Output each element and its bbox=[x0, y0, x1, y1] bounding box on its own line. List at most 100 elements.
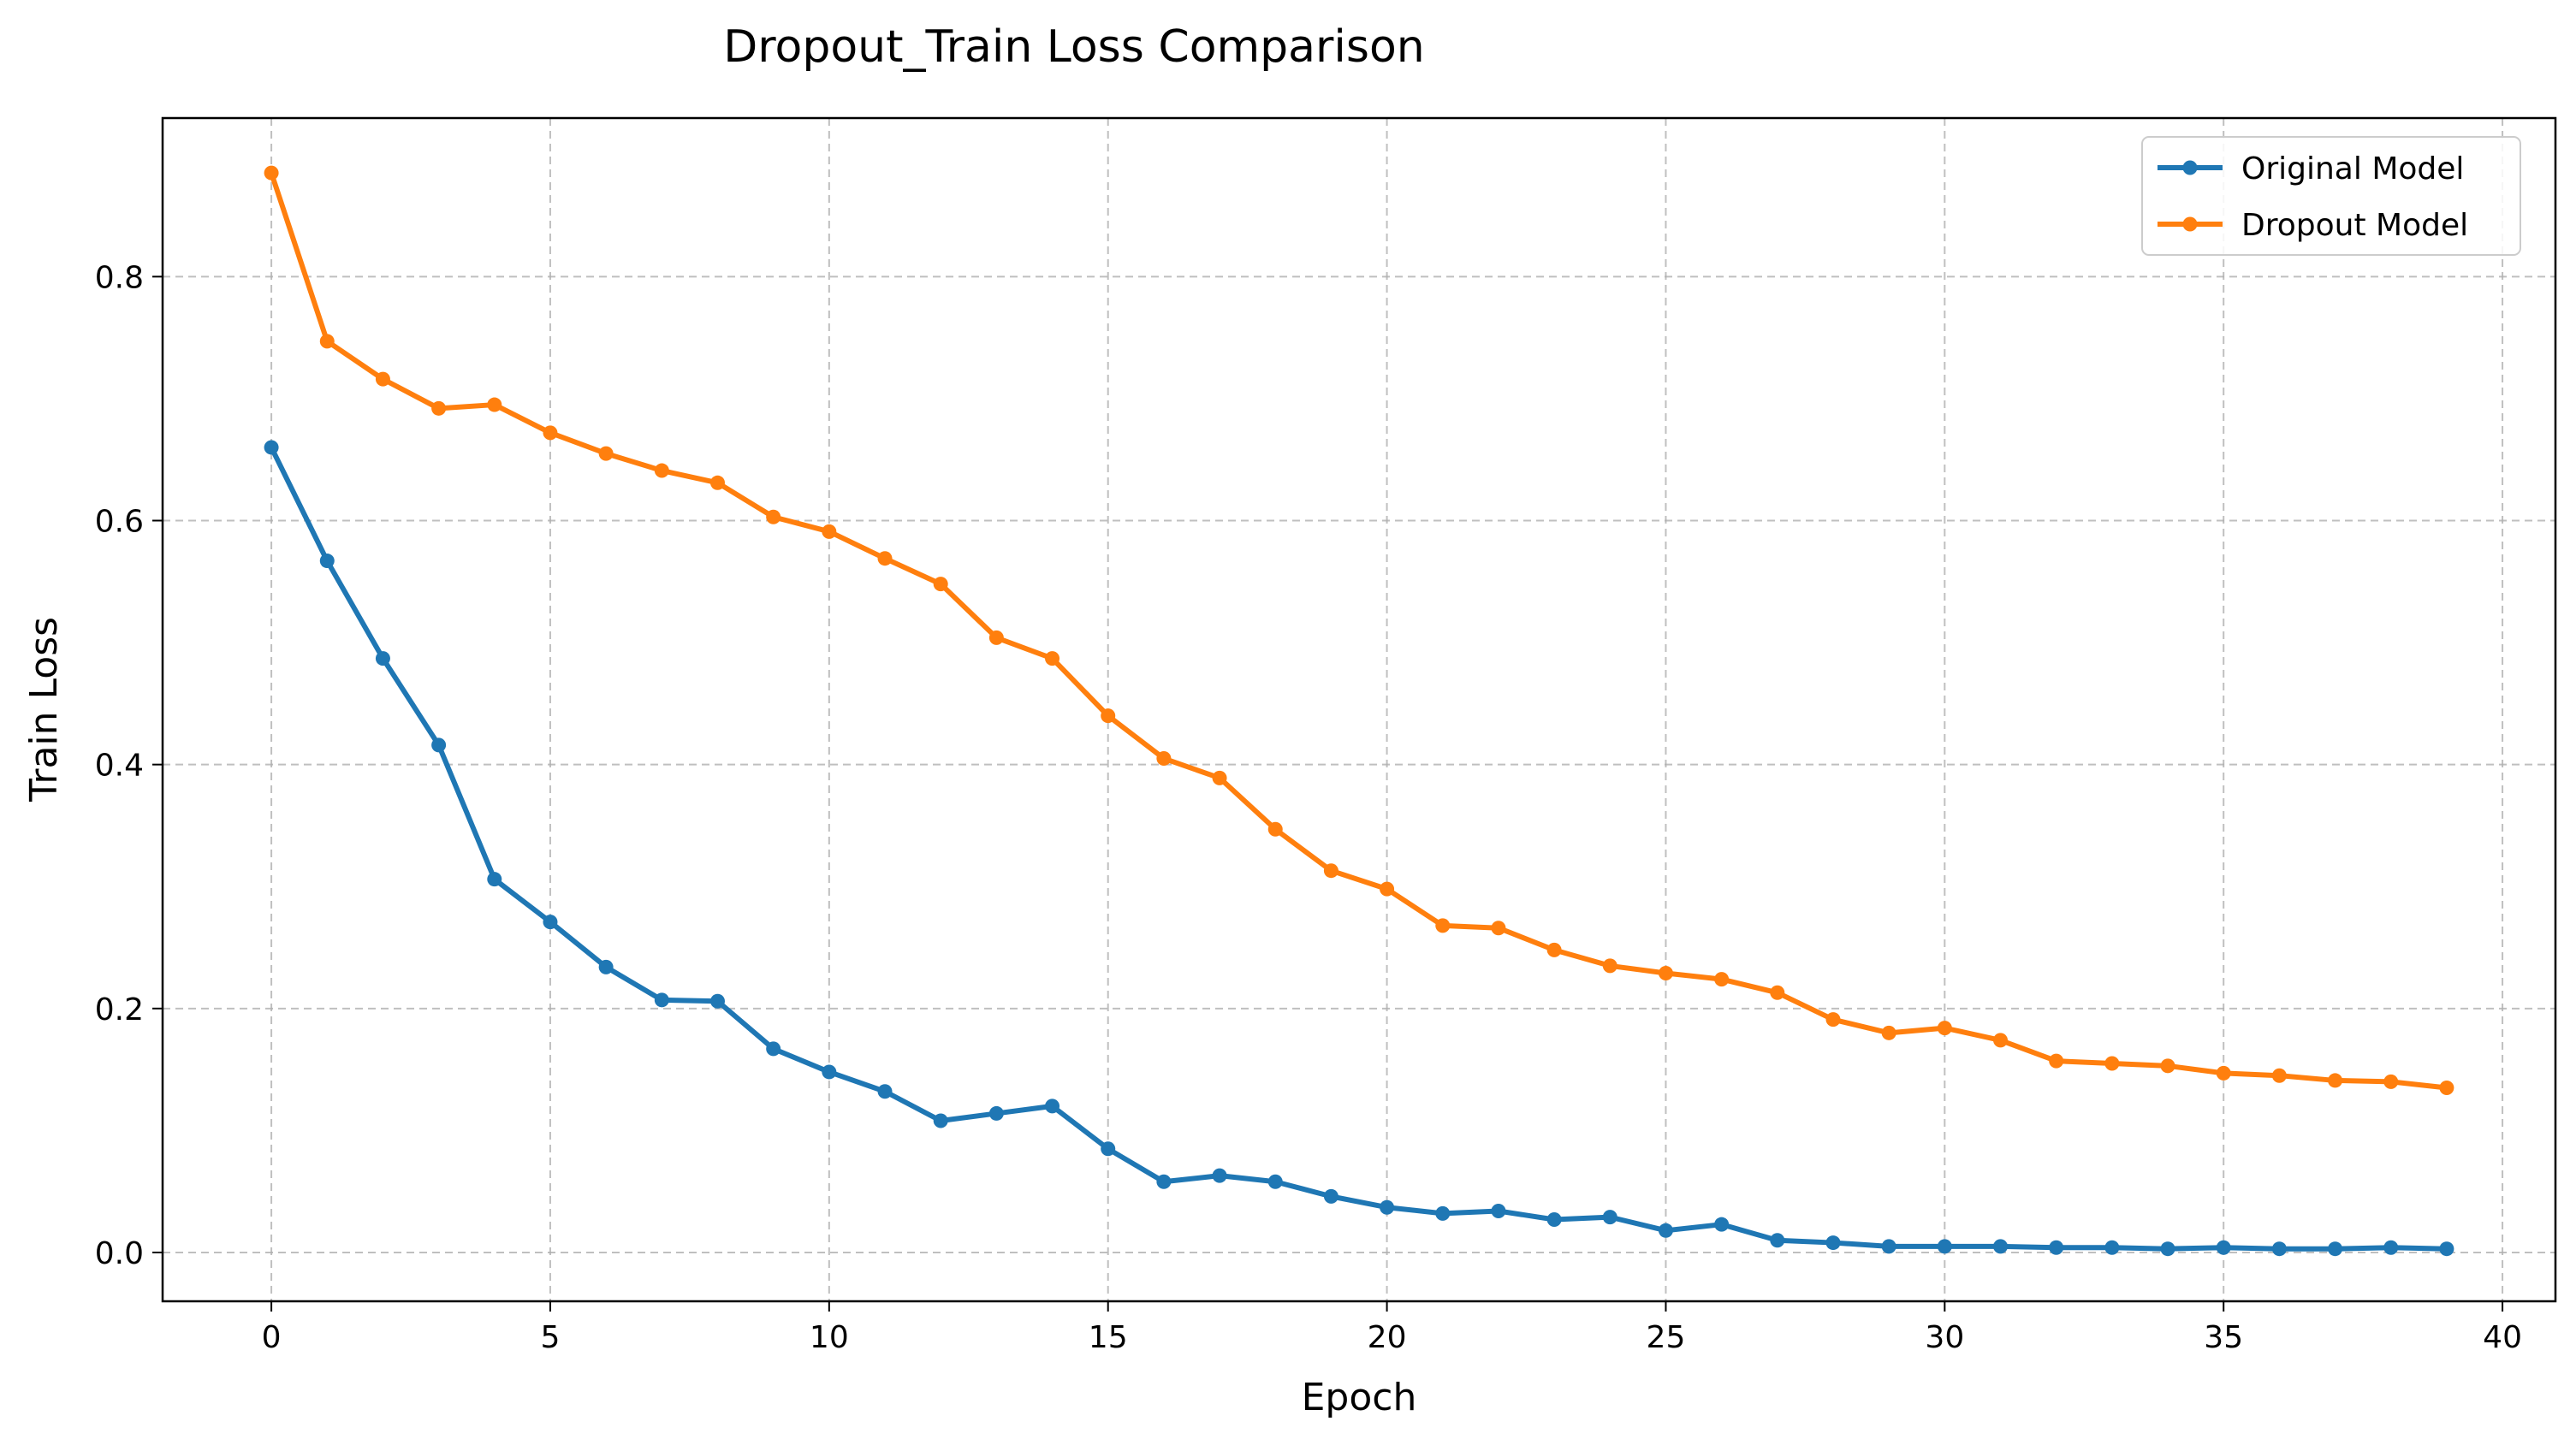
data-point-dropout-model bbox=[877, 551, 893, 566]
data-point-original-model bbox=[1825, 1235, 1841, 1251]
data-point-dropout-model bbox=[2439, 1080, 2454, 1095]
data-point-original-model bbox=[1658, 1223, 1673, 1238]
data-point-original-model bbox=[1602, 1210, 1617, 1225]
data-point-original-model bbox=[264, 440, 279, 455]
x-tick-label: 10 bbox=[810, 1320, 849, 1355]
axis-ticks: 0 5 10 15 20 25 30 35 40 0.0 0.2 0.4 0.6 0.8 bbox=[95, 260, 2522, 1355]
data-point-dropout-model bbox=[766, 509, 781, 524]
data-point-dropout-model bbox=[2383, 1074, 2399, 1089]
data-point-original-model bbox=[822, 1064, 837, 1080]
data-point-original-model bbox=[319, 554, 335, 569]
plot-frame bbox=[161, 116, 2557, 1303]
data-point-dropout-model bbox=[487, 397, 502, 412]
data-point-original-model bbox=[431, 737, 447, 753]
data-point-original-model bbox=[1714, 1217, 1730, 1232]
chart-title: Dropout_Train Loss Comparison bbox=[723, 21, 1424, 73]
data-point-original-model bbox=[709, 993, 725, 1009]
x-tick-label: 5 bbox=[541, 1320, 561, 1355]
data-point-dropout-model bbox=[1267, 821, 1283, 837]
data-point-dropout-model bbox=[598, 446, 614, 461]
data-point-dropout-model bbox=[2216, 1065, 2231, 1081]
data-point-dropout-model bbox=[1491, 921, 1506, 936]
legend: Original Model Dropout Model bbox=[2141, 136, 2521, 256]
data-point-original-model bbox=[1156, 1174, 1172, 1189]
x-tick-label: 15 bbox=[1089, 1320, 1128, 1355]
data-point-original-model bbox=[1435, 1205, 1451, 1221]
data-point-original-model bbox=[877, 1084, 893, 1099]
series-line-original-model bbox=[269, 444, 2449, 1252]
legend-label-dropout-model: Dropout Model bbox=[2241, 208, 2468, 243]
data-point-dropout-model bbox=[2160, 1058, 2175, 1074]
legend-box bbox=[2141, 136, 2521, 256]
data-point-dropout-model bbox=[375, 371, 390, 387]
data-point-original-model bbox=[2216, 1240, 2231, 1255]
data-point-dropout-model bbox=[1101, 708, 1116, 724]
data-point-original-model bbox=[543, 915, 558, 930]
data-point-original-model bbox=[598, 959, 614, 974]
data-point-original-model bbox=[1491, 1203, 1506, 1218]
series-line-dropout-model bbox=[269, 170, 2449, 1091]
y-tick-label: 0.6 bbox=[95, 505, 144, 540]
data-point-original-model bbox=[1267, 1174, 1283, 1189]
legend-marker-original-model bbox=[2182, 160, 2198, 175]
data-point-dropout-model bbox=[1937, 1021, 1952, 1036]
x-axis-label: Epoch bbox=[1302, 1376, 1417, 1419]
data-point-original-model bbox=[1993, 1239, 2009, 1254]
x-tick-label: 25 bbox=[1647, 1320, 1686, 1355]
legend-label-original-model: Original Model bbox=[2241, 151, 2464, 187]
data-point-dropout-model bbox=[1045, 651, 1060, 666]
legend-marker-dropout-model bbox=[2182, 216, 2198, 232]
data-point-dropout-model bbox=[1881, 1025, 1896, 1040]
data-point-dropout-model bbox=[654, 463, 669, 478]
data-point-original-model bbox=[2439, 1241, 2454, 1257]
data-point-dropout-model bbox=[1156, 751, 1172, 767]
data-point-original-model bbox=[1937, 1239, 1952, 1254]
data-point-dropout-model bbox=[1380, 881, 1395, 897]
x-tick-label: 0 bbox=[262, 1320, 282, 1355]
data-point-original-model bbox=[1881, 1239, 1896, 1254]
data-point-dropout-model bbox=[1323, 863, 1338, 879]
y-tick-label: 0.2 bbox=[95, 992, 144, 1027]
data-point-dropout-model bbox=[2271, 1068, 2287, 1083]
data-point-dropout-model bbox=[1546, 942, 1562, 957]
data-point-dropout-model bbox=[2104, 1056, 2120, 1071]
data-point-dropout-model bbox=[264, 165, 279, 181]
x-tick-label: 30 bbox=[1925, 1320, 1964, 1355]
x-tick-label: 20 bbox=[1368, 1320, 1407, 1355]
data-point-original-model bbox=[1212, 1168, 1227, 1183]
data-point-original-model bbox=[1101, 1141, 1116, 1157]
data-point-original-model bbox=[375, 651, 390, 666]
data-point-original-model bbox=[2160, 1241, 2175, 1257]
data-point-original-model bbox=[2049, 1240, 2064, 1255]
series-layer bbox=[264, 165, 2454, 1257]
y-tick-label: 0.4 bbox=[95, 749, 144, 784]
y-tick-label: 0.8 bbox=[95, 260, 144, 295]
data-point-dropout-model bbox=[933, 577, 948, 592]
y-tick-label: 0.0 bbox=[95, 1236, 144, 1271]
series-dropout-model bbox=[264, 165, 2454, 1095]
data-point-original-model bbox=[933, 1113, 948, 1128]
data-point-original-model bbox=[2271, 1241, 2287, 1257]
data-point-original-model bbox=[988, 1105, 1004, 1121]
data-point-original-model bbox=[1546, 1211, 1562, 1227]
data-point-dropout-model bbox=[1435, 918, 1451, 933]
data-point-dropout-model bbox=[1770, 985, 1785, 1000]
x-tick-label: 35 bbox=[2204, 1320, 2243, 1355]
data-point-original-model bbox=[1770, 1233, 1785, 1248]
data-point-dropout-model bbox=[988, 630, 1004, 645]
data-point-dropout-model bbox=[1602, 958, 1617, 974]
data-point-dropout-model bbox=[1825, 1012, 1841, 1027]
data-point-original-model bbox=[1045, 1099, 1060, 1114]
data-point-dropout-model bbox=[1714, 972, 1730, 987]
x-tick-label: 40 bbox=[2483, 1320, 2522, 1355]
data-point-dropout-model bbox=[319, 334, 335, 349]
data-point-dropout-model bbox=[709, 475, 725, 490]
data-point-original-model bbox=[487, 872, 502, 887]
data-point-original-model bbox=[2383, 1240, 2399, 1255]
data-point-dropout-model bbox=[1212, 770, 1227, 785]
y-axis-label: Train Loss bbox=[22, 617, 66, 802]
data-point-original-model bbox=[1323, 1188, 1338, 1204]
data-point-dropout-model bbox=[822, 524, 837, 539]
series-original-model bbox=[264, 440, 2454, 1257]
data-point-original-model bbox=[654, 992, 669, 1008]
